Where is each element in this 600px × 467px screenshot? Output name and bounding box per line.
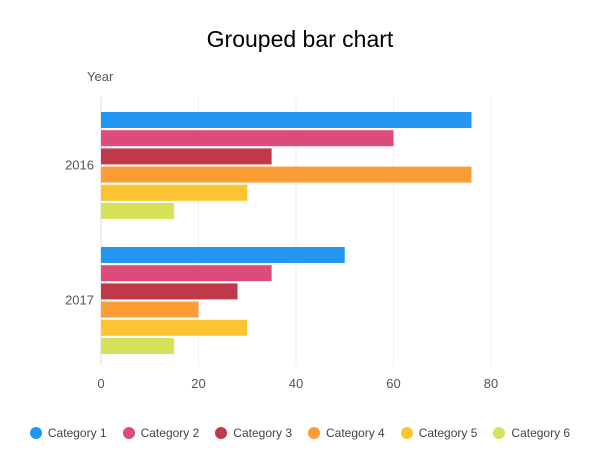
x-tick-label: 60 <box>386 376 400 391</box>
legend-item[interactable]: Category 3 <box>215 426 292 440</box>
legend-item[interactable]: Category 1 <box>29 426 107 440</box>
legend-swatch <box>493 427 506 439</box>
x-tick-label: 20 <box>191 376 205 391</box>
legend-item[interactable]: Category 5 <box>400 426 478 440</box>
legend-swatch <box>308 427 320 439</box>
x-tick-label: 0 <box>97 376 104 391</box>
legend-item[interactable]: Category 6 <box>493 426 570 440</box>
legend-label: Category 5 <box>418 426 478 440</box>
legend-label: Category 1 <box>47 426 107 440</box>
legend-swatch <box>215 427 228 439</box>
bar-2017-series-3[interactable] <box>101 283 238 300</box>
bar-2017-series-2[interactable] <box>101 265 272 282</box>
y-tick-label: 2016 <box>65 158 94 173</box>
bar-2017-series-5[interactable] <box>101 319 248 336</box>
bar-2016-series-3[interactable] <box>101 148 272 165</box>
y-tick-label: 2017 <box>65 293 94 308</box>
bar-2016-series-5[interactable] <box>101 184 248 201</box>
legend-label: Category 2 <box>140 426 200 440</box>
x-tick-label: 40 <box>289 376 303 391</box>
bar-2016-series-6[interactable] <box>101 203 175 219</box>
chart-title: Grouped bar chart <box>206 26 394 52</box>
legend-swatch <box>122 427 135 439</box>
legend-item[interactable]: Category 4 <box>308 426 385 440</box>
legend-label: Category 6 <box>511 426 571 440</box>
legend-item[interactable]: Category 2 <box>122 426 200 440</box>
bar-2017-series-6[interactable] <box>101 338 175 354</box>
bar-2017-series-4[interactable] <box>101 301 199 318</box>
bar-2016-series-4[interactable] <box>101 166 472 183</box>
bar-2016-series-1[interactable] <box>101 112 472 128</box>
bar-2017-series-1[interactable] <box>101 247 345 263</box>
legend-label: Category 3 <box>233 426 292 440</box>
y-axis-title: Year <box>87 69 114 84</box>
legend-swatch <box>400 427 413 439</box>
chart-legend: Category 1 Category 2 Category 3 Category 4… <box>0 426 600 440</box>
legend-swatch <box>29 427 42 439</box>
x-tick-label: 80 <box>484 376 498 391</box>
legend-label: Category 4 <box>326 426 385 440</box>
bar-2016-series-2[interactable] <box>101 130 394 147</box>
